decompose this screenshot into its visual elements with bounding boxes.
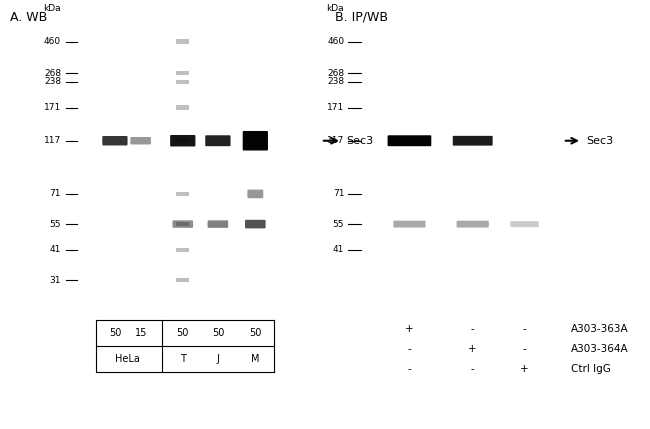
Text: 41: 41: [49, 245, 61, 254]
Text: T: T: [180, 354, 186, 364]
Text: J: J: [216, 354, 219, 364]
Text: 117: 117: [44, 136, 61, 145]
FancyBboxPatch shape: [245, 220, 266, 228]
Text: Sec3: Sec3: [586, 136, 613, 146]
Text: -: -: [408, 364, 411, 374]
Bar: [176, 39, 189, 44]
Text: 238: 238: [44, 77, 61, 86]
Bar: [176, 106, 189, 110]
Text: 171: 171: [327, 103, 344, 112]
Text: A. WB: A. WB: [10, 11, 47, 24]
Text: 50: 50: [109, 328, 121, 338]
Text: +: +: [520, 364, 529, 374]
FancyBboxPatch shape: [453, 136, 493, 145]
FancyBboxPatch shape: [248, 190, 263, 198]
Text: -: -: [408, 344, 411, 354]
Text: kDa: kDa: [326, 4, 344, 13]
Text: Ctrl IgG: Ctrl IgG: [571, 364, 610, 374]
Text: 50: 50: [177, 328, 189, 338]
Text: +: +: [405, 324, 414, 334]
Text: -: -: [471, 364, 474, 374]
Text: 31: 31: [49, 276, 61, 284]
Text: Sec3: Sec3: [346, 136, 374, 146]
Text: -: -: [523, 344, 526, 354]
FancyBboxPatch shape: [510, 221, 539, 227]
Text: A303-364A: A303-364A: [571, 344, 628, 354]
Text: 50: 50: [212, 328, 224, 338]
FancyBboxPatch shape: [456, 221, 489, 227]
Bar: [176, 222, 189, 227]
FancyBboxPatch shape: [170, 135, 196, 146]
FancyBboxPatch shape: [131, 137, 151, 145]
FancyBboxPatch shape: [393, 221, 426, 227]
Text: 41: 41: [333, 245, 344, 254]
Text: 55: 55: [333, 220, 344, 229]
Text: 268: 268: [44, 69, 61, 78]
Text: kDa: kDa: [44, 4, 61, 13]
Bar: [176, 248, 189, 252]
Text: 55: 55: [49, 220, 61, 229]
Bar: [176, 192, 189, 196]
Text: 50: 50: [249, 328, 261, 338]
Bar: [176, 278, 189, 282]
Bar: [176, 139, 189, 143]
FancyBboxPatch shape: [387, 135, 432, 146]
Text: -: -: [471, 324, 474, 334]
Text: +: +: [469, 344, 477, 354]
Text: B. IP/WB: B. IP/WB: [335, 11, 388, 24]
Text: 460: 460: [327, 37, 344, 46]
Bar: [176, 71, 189, 76]
FancyBboxPatch shape: [242, 131, 268, 151]
Text: 15: 15: [135, 328, 147, 338]
Bar: [176, 79, 189, 84]
FancyBboxPatch shape: [207, 221, 228, 228]
FancyBboxPatch shape: [172, 221, 193, 228]
Text: 238: 238: [327, 77, 344, 86]
Text: 71: 71: [49, 190, 61, 198]
FancyBboxPatch shape: [102, 136, 127, 145]
FancyBboxPatch shape: [205, 135, 231, 146]
Text: 460: 460: [44, 37, 61, 46]
Text: M: M: [251, 354, 259, 364]
Text: HeLa: HeLa: [115, 354, 140, 364]
Text: 171: 171: [44, 103, 61, 112]
Text: 71: 71: [333, 190, 344, 198]
Text: -: -: [523, 324, 526, 334]
Text: 117: 117: [327, 136, 344, 145]
Text: A303-363A: A303-363A: [571, 324, 628, 334]
Text: 268: 268: [327, 69, 344, 78]
